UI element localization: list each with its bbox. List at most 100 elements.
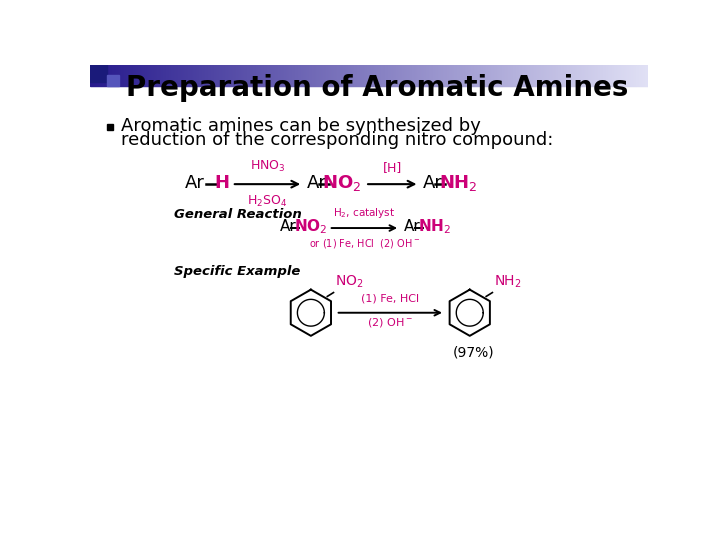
Bar [122, 65, 123, 86]
Bar [646, 65, 647, 86]
Bar [391, 65, 392, 86]
Bar [590, 65, 591, 86]
Bar [486, 65, 487, 86]
Bar [495, 65, 496, 86]
Bar [515, 65, 516, 86]
Bar [291, 65, 292, 86]
Bar [151, 65, 152, 86]
Bar [202, 65, 203, 86]
Bar [611, 65, 612, 86]
Bar [457, 65, 458, 86]
Text: NH$_2$: NH$_2$ [418, 217, 451, 236]
Bar [503, 65, 504, 86]
Bar [128, 65, 129, 86]
Bar [326, 65, 327, 86]
Bar [497, 65, 498, 86]
Bar [543, 65, 544, 86]
Bar [240, 65, 241, 86]
Bar [147, 65, 148, 86]
Bar [573, 65, 574, 86]
Bar [143, 65, 144, 86]
Bar [608, 65, 609, 86]
Bar [361, 65, 362, 86]
Text: Ar: Ar [307, 174, 327, 192]
Bar [432, 65, 433, 86]
Bar [217, 65, 218, 86]
Bar [136, 65, 137, 86]
Bar [135, 65, 136, 86]
Bar [203, 65, 204, 86]
Text: General Reaction: General Reaction [174, 208, 302, 221]
Bar [90, 65, 107, 82]
Bar [262, 65, 263, 86]
Bar [345, 65, 346, 86]
Bar [347, 65, 348, 86]
Bar [419, 65, 420, 86]
Bar [427, 65, 428, 86]
Text: NO$_2$: NO$_2$ [323, 173, 361, 193]
Bar [483, 65, 484, 86]
Bar [625, 65, 626, 86]
Bar [312, 65, 313, 86]
Bar [452, 65, 453, 86]
Bar [250, 65, 251, 86]
Bar [603, 65, 604, 86]
Bar [472, 65, 473, 86]
Bar [379, 65, 380, 86]
Bar [398, 65, 399, 86]
Bar [150, 65, 151, 86]
Bar [528, 65, 529, 86]
Bar [182, 65, 183, 86]
Bar [131, 65, 132, 86]
Bar [107, 65, 108, 86]
Bar [189, 65, 190, 86]
Bar [284, 65, 285, 86]
Bar [264, 65, 265, 86]
Bar [580, 65, 581, 86]
Bar [223, 65, 224, 86]
Bar [356, 65, 357, 86]
Bar [199, 65, 200, 86]
Bar [481, 65, 482, 86]
Bar [575, 65, 576, 86]
Bar [293, 65, 294, 86]
Bar [238, 65, 239, 86]
Bar [404, 65, 405, 86]
Bar [612, 65, 613, 86]
Bar [322, 65, 323, 86]
Bar [502, 65, 503, 86]
Bar [609, 65, 610, 86]
Bar [266, 65, 267, 86]
Bar [160, 65, 161, 86]
Text: NO$_2$: NO$_2$ [335, 274, 364, 290]
Bar [508, 65, 509, 86]
Bar [138, 65, 139, 86]
Bar [552, 65, 553, 86]
Bar [513, 65, 514, 86]
Bar [557, 65, 558, 86]
Bar [454, 65, 455, 86]
Bar [125, 65, 126, 86]
Bar [393, 65, 394, 86]
Bar [397, 65, 398, 86]
Bar [471, 65, 472, 86]
Text: Specific Example: Specific Example [174, 265, 300, 278]
Bar [464, 65, 465, 86]
Bar [382, 65, 383, 86]
Bar [112, 65, 113, 86]
Bar [504, 65, 505, 86]
Bar [183, 65, 184, 86]
Bar [271, 65, 272, 86]
Bar [466, 65, 467, 86]
Bar [302, 65, 303, 86]
Bar [476, 65, 477, 86]
Bar [357, 65, 358, 86]
Bar [512, 65, 513, 86]
Bar [620, 65, 621, 86]
Bar [244, 65, 245, 86]
Bar [338, 65, 339, 86]
Bar [474, 65, 475, 86]
Bar [220, 65, 221, 86]
Bar [107, 124, 113, 130]
Bar [98, 65, 99, 86]
